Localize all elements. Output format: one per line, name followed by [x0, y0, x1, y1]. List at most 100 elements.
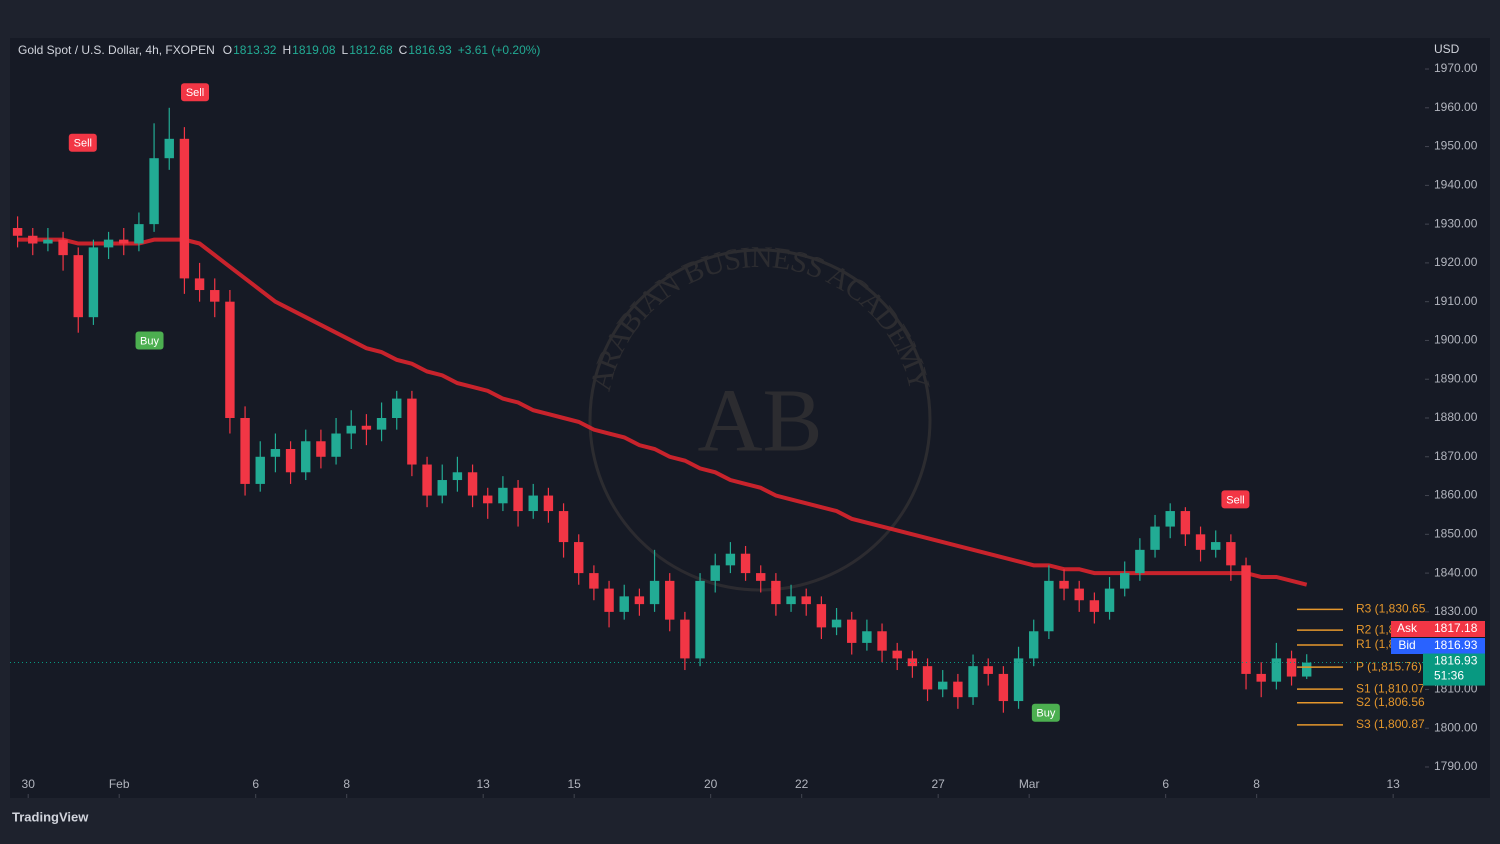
- candle-body: [968, 666, 978, 698]
- candle-body: [574, 542, 584, 574]
- watermark-logo: AB: [697, 372, 822, 471]
- candle-body: [1059, 580, 1069, 589]
- candle-body: [422, 464, 432, 496]
- candle-body: [1135, 549, 1145, 574]
- moving-average: [17, 237, 1308, 587]
- candle-body: [58, 239, 68, 256]
- candle-body: [634, 596, 645, 605]
- legend-value: 1812.68: [349, 43, 393, 57]
- candle-body: [498, 487, 508, 504]
- candle-body: [1044, 580, 1054, 632]
- pivot-label: R3 (1,830.65): [1356, 602, 1429, 616]
- pivot-label: S2 (1,806.56): [1356, 695, 1429, 709]
- candle-body: [1180, 511, 1191, 535]
- y-tick-label: 1870.00: [1434, 449, 1478, 463]
- quote-value: 1817.18: [1434, 621, 1478, 635]
- x-tick-label: 20: [704, 777, 718, 791]
- candle-body: [134, 224, 144, 244]
- legend-value: 1813.32: [233, 43, 277, 57]
- candle-body: [665, 580, 675, 620]
- candle-body: [649, 580, 660, 605]
- y-tick-label: 1890.00: [1434, 371, 1478, 385]
- signal-label: Buy: [140, 335, 159, 347]
- candle-body: [103, 239, 114, 248]
- candle-body: [938, 681, 948, 690]
- candle-body: [558, 511, 569, 543]
- candle-body: [756, 573, 766, 581]
- y-tick-label: 1970.00: [1434, 61, 1478, 75]
- legend-key: H: [282, 43, 291, 57]
- candle-body: [376, 418, 387, 430]
- signal-label: Sell: [186, 87, 204, 99]
- quote-key-box: [1391, 621, 1423, 637]
- legend-change: +3.61 (+0.20%): [458, 43, 541, 57]
- brand: TradingView: [12, 809, 89, 824]
- signal-badge: [68, 133, 97, 152]
- last-price-box: [1423, 653, 1485, 686]
- y-tick-label: 1860.00: [1434, 488, 1478, 502]
- x-tick-label: Feb: [109, 777, 130, 791]
- candle-body: [1150, 526, 1160, 550]
- candle-body: [12, 228, 23, 236]
- y-tick-label: 1800.00: [1434, 720, 1478, 734]
- candle-body: [301, 441, 311, 473]
- signal-label: Sell: [1226, 494, 1244, 506]
- candle-body: [194, 278, 205, 291]
- axes: 1790.001800.001810.001820.001830.001840.…: [22, 61, 1478, 798]
- x-tick-label: 13: [477, 777, 491, 791]
- signal-badge: [135, 331, 164, 350]
- y-tick-label: 1840.00: [1434, 565, 1478, 579]
- candle-body: [452, 472, 463, 481]
- candle-body: [619, 596, 629, 612]
- y-tick-label: 1940.00: [1434, 178, 1478, 192]
- y-tick-label: 1830.00: [1434, 604, 1478, 618]
- candle-body: [816, 604, 827, 628]
- candle-body: [1241, 565, 1251, 674]
- candle-body: [483, 495, 493, 504]
- candle-body: [801, 596, 811, 605]
- candle-body: [998, 673, 1009, 702]
- y-tick-label: 1850.00: [1434, 526, 1478, 540]
- candle-body: [467, 472, 478, 496]
- candle-body: [1104, 588, 1115, 612]
- candle-body: [346, 425, 356, 434]
- candle-body: [361, 425, 372, 430]
- candle-body: [892, 650, 902, 659]
- candle-body: [604, 588, 614, 612]
- x-tick-label: 8: [343, 777, 350, 791]
- candle-body: [953, 681, 963, 698]
- candle-body: [1271, 658, 1282, 682]
- y-tick-label: 1880.00: [1434, 410, 1478, 424]
- candle-body: [149, 158, 159, 225]
- y-tick-label: 1950.00: [1434, 139, 1478, 153]
- candle-body: [28, 235, 38, 244]
- candle-body: [179, 138, 190, 279]
- signal-label: Sell: [74, 138, 92, 150]
- x-tick-label: 22: [795, 777, 809, 791]
- pivot-label: P (1,815.76): [1356, 659, 1422, 673]
- y-tick-label: 1960.00: [1434, 100, 1478, 114]
- candle-body: [740, 553, 751, 574]
- x-tick-label: 6: [252, 777, 259, 791]
- quote-box: [1423, 621, 1485, 637]
- quote-box: [1423, 638, 1485, 654]
- candle-body: [907, 658, 918, 667]
- quote-key-box: [1391, 638, 1423, 654]
- y-tick-label: 1920.00: [1434, 255, 1478, 269]
- candle-body: [1211, 542, 1221, 550]
- candle-body: [392, 398, 402, 418]
- candle-body: [877, 631, 887, 651]
- chart-title: Gold Spot / U.S. Dollar, 4h, FXOPEN: [18, 43, 215, 57]
- watermark-ring: [588, 248, 932, 592]
- candle-body: [1165, 511, 1175, 527]
- signal-badge: [1221, 490, 1250, 509]
- last-price-label: 1816.93: [1434, 654, 1478, 668]
- signal-badge: [1031, 703, 1060, 722]
- legend-key: O: [223, 43, 232, 57]
- candle-body: [922, 666, 933, 690]
- x-tick-label: 15: [568, 777, 582, 791]
- candle-body: [1302, 662, 1312, 677]
